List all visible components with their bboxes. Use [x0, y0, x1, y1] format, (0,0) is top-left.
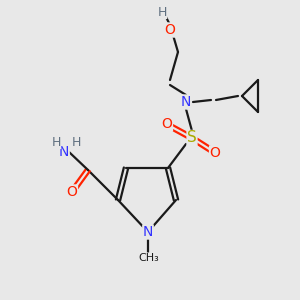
Text: O: O: [210, 146, 220, 160]
Text: S: S: [187, 130, 197, 146]
Text: N: N: [181, 95, 191, 109]
Text: N: N: [59, 145, 69, 159]
Text: O: O: [67, 185, 77, 199]
Text: N: N: [143, 225, 153, 239]
Text: H: H: [71, 136, 81, 149]
Text: CH₃: CH₃: [139, 253, 159, 263]
Text: H: H: [157, 5, 167, 19]
Text: O: O: [165, 23, 176, 37]
Text: H: H: [51, 136, 61, 148]
Text: O: O: [162, 117, 172, 131]
